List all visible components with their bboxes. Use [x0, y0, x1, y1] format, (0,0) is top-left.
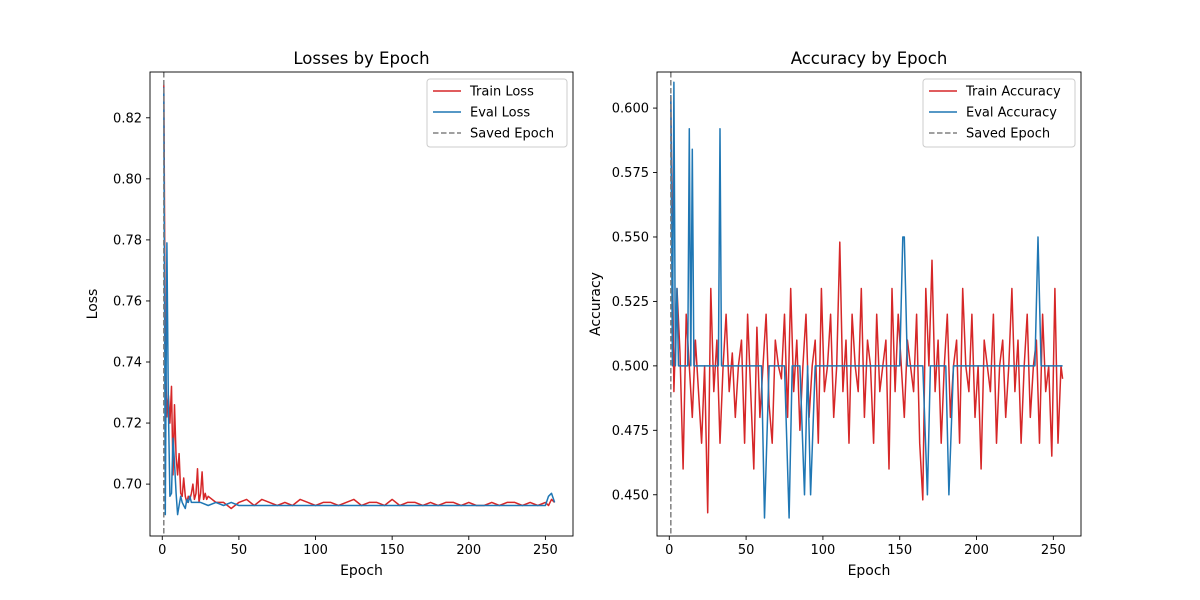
- y-tick-label: 0.550: [612, 230, 649, 245]
- x-tick-label: 150: [380, 543, 405, 558]
- chart-panel-2: 0 50 100 150 200 250 0.450 0.475 0.500 0.525 0.550…: [588, 49, 1082, 579]
- plot-area: [163, 72, 556, 536]
- legend-label: Saved Epoch: [470, 127, 554, 142]
- y-tick-label: 0.450: [612, 488, 649, 503]
- x-tick-label: 100: [303, 543, 328, 558]
- y-tick-label: 0.82: [113, 111, 142, 126]
- legend-label: Eval Loss: [470, 106, 530, 121]
- y-tick-label: 0.600: [612, 102, 649, 117]
- series-line-train-loss: [163, 84, 556, 510]
- y-tick-label: 0.76: [113, 294, 142, 309]
- x-tick-label: 50: [231, 543, 248, 558]
- x-tick-label: 100: [810, 543, 835, 558]
- x-tick-label: 200: [456, 543, 481, 558]
- x-tick-label: 200: [964, 543, 989, 558]
- x-tick-label: 150: [887, 543, 912, 558]
- legend: Train Loss Eval Loss Saved Epoch: [426, 78, 568, 148]
- x-tick-label: 0: [158, 543, 166, 558]
- axes-frame: [656, 71, 1082, 537]
- series-line-eval-loss: [163, 87, 556, 516]
- legend-label: Saved Epoch: [966, 127, 1050, 142]
- chart-panel-1: 0 50 100 150 200 250 0.70 0.72 0.74 0.76 0.78 0.80 0…: [85, 49, 574, 579]
- y-tick-label: 0.78: [113, 233, 142, 248]
- plot-area: [670, 72, 1064, 536]
- x-axis-label: Epoch: [848, 563, 891, 579]
- legend-label: Train Accuracy: [965, 85, 1061, 100]
- legend-label: Eval Accuracy: [966, 106, 1057, 121]
- y-tick-label: 0.525: [612, 295, 649, 310]
- x-axis-label: Epoch: [340, 563, 383, 579]
- x-tick-label: 50: [738, 543, 755, 558]
- series-line-eval-accuracy: [670, 81, 1063, 519]
- y-axis-label: Accuracy: [588, 272, 604, 336]
- y-tick-label: 0.475: [612, 424, 649, 439]
- legend-box: [426, 78, 568, 148]
- axes-frame: [149, 71, 574, 537]
- y-tick-label: 0.575: [612, 166, 649, 181]
- y-tick-label: 0.74: [113, 356, 142, 371]
- chart-title: Losses by Epoch: [293, 49, 429, 68]
- y-tick-label: 0.70: [113, 478, 142, 493]
- series-line-train-accuracy: [670, 95, 1064, 514]
- y-axis-label: Loss: [85, 289, 101, 320]
- x-tick-label: 0: [665, 543, 673, 558]
- legend-box: [922, 78, 1076, 148]
- y-tick-label: 0.500: [612, 359, 649, 374]
- y-tick-label: 0.80: [113, 172, 142, 187]
- chart-title: Accuracy by Epoch: [791, 49, 948, 68]
- legend-label: Train Loss: [469, 85, 534, 100]
- x-tick-label: 250: [1041, 543, 1066, 558]
- x-tick-label: 250: [533, 543, 558, 558]
- legend: Train Accuracy Eval Accuracy Saved Epoch: [922, 78, 1076, 148]
- y-tick-label: 0.72: [113, 417, 142, 432]
